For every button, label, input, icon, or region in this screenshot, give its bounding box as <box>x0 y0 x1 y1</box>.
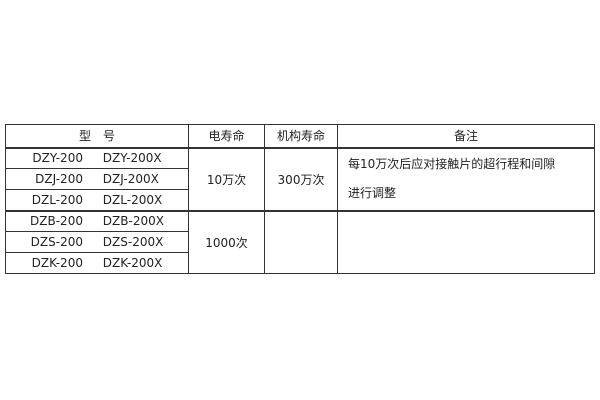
model-cell: DZJ-200 DZJ-200X <box>5 168 189 190</box>
model-code: DZS-200 <box>30 235 83 249</box>
model-code: DZK-200 <box>31 256 83 270</box>
model-code-x: DZK-200X <box>102 256 163 270</box>
model-code-x: DZB-200X <box>102 214 164 229</box>
model-code: DZB-200 <box>30 214 83 229</box>
table-row: DZB-200 DZB-200X 1000次 <box>5 209 595 274</box>
remark-cell <box>337 209 595 274</box>
model-code-x: DZS-200X <box>102 235 164 249</box>
mechanism-life-cell <box>264 209 338 274</box>
remark-cell: 每10万次后应对接触片的超行程和间隙 进行调整 <box>337 147 595 211</box>
model-cell: DZL-200 DZL-200X <box>5 189 189 211</box>
table-row: DZJ-200 DZJ-200X <box>5 168 595 190</box>
relay-life-spec-table: 型 号 电寿命 机构寿命 备注 DZY-200 DZY-200X 10万次 30… <box>5 124 595 274</box>
table-row: DZK-200 DZK-200X <box>5 252 595 274</box>
model-cell: DZS-200 DZS-200X <box>5 231 189 253</box>
remark-line-1: 每10万次后应对接触片的超行程和间隙 <box>348 157 556 171</box>
model-code-x: DZL-200X <box>102 192 163 207</box>
model-cell: DZK-200 DZK-200X <box>5 252 189 274</box>
header-model: 型 号 <box>5 124 189 149</box>
table-row: DZY-200 DZY-200X 10万次 300万次 每10万次后应对接触片的… <box>5 147 595 211</box>
mechanism-life-cell: 300万次 <box>264 147 338 211</box>
model-cell: DZY-200 DZY-200X <box>5 147 189 169</box>
model-code: DZL-200 <box>31 192 83 207</box>
remark-line-2: 进行调整 <box>348 186 397 200</box>
header-electrical-life: 电寿命 <box>188 124 265 149</box>
model-code-x: DZY-200X <box>102 151 162 166</box>
table-row: DZL-200 DZL-200X <box>5 189 595 211</box>
model-code-x: DZJ-200X <box>102 172 159 186</box>
model-code: DZY-200 <box>32 151 83 166</box>
electrical-life-cell: 1000次 <box>188 209 265 274</box>
header-remark: 备注 <box>337 124 595 149</box>
spec-table-container: 型 号 电寿命 机构寿命 备注 DZY-200 DZY-200X 10万次 30… <box>5 124 595 274</box>
model-code: DZJ-200 <box>35 172 83 186</box>
model-cell: DZB-200 DZB-200X <box>5 209 189 232</box>
electrical-life-cell: 10万次 <box>188 147 265 211</box>
header-mechanism-life: 机构寿命 <box>264 124 338 149</box>
header-row: 型 号 电寿命 机构寿命 备注 <box>5 124 595 149</box>
